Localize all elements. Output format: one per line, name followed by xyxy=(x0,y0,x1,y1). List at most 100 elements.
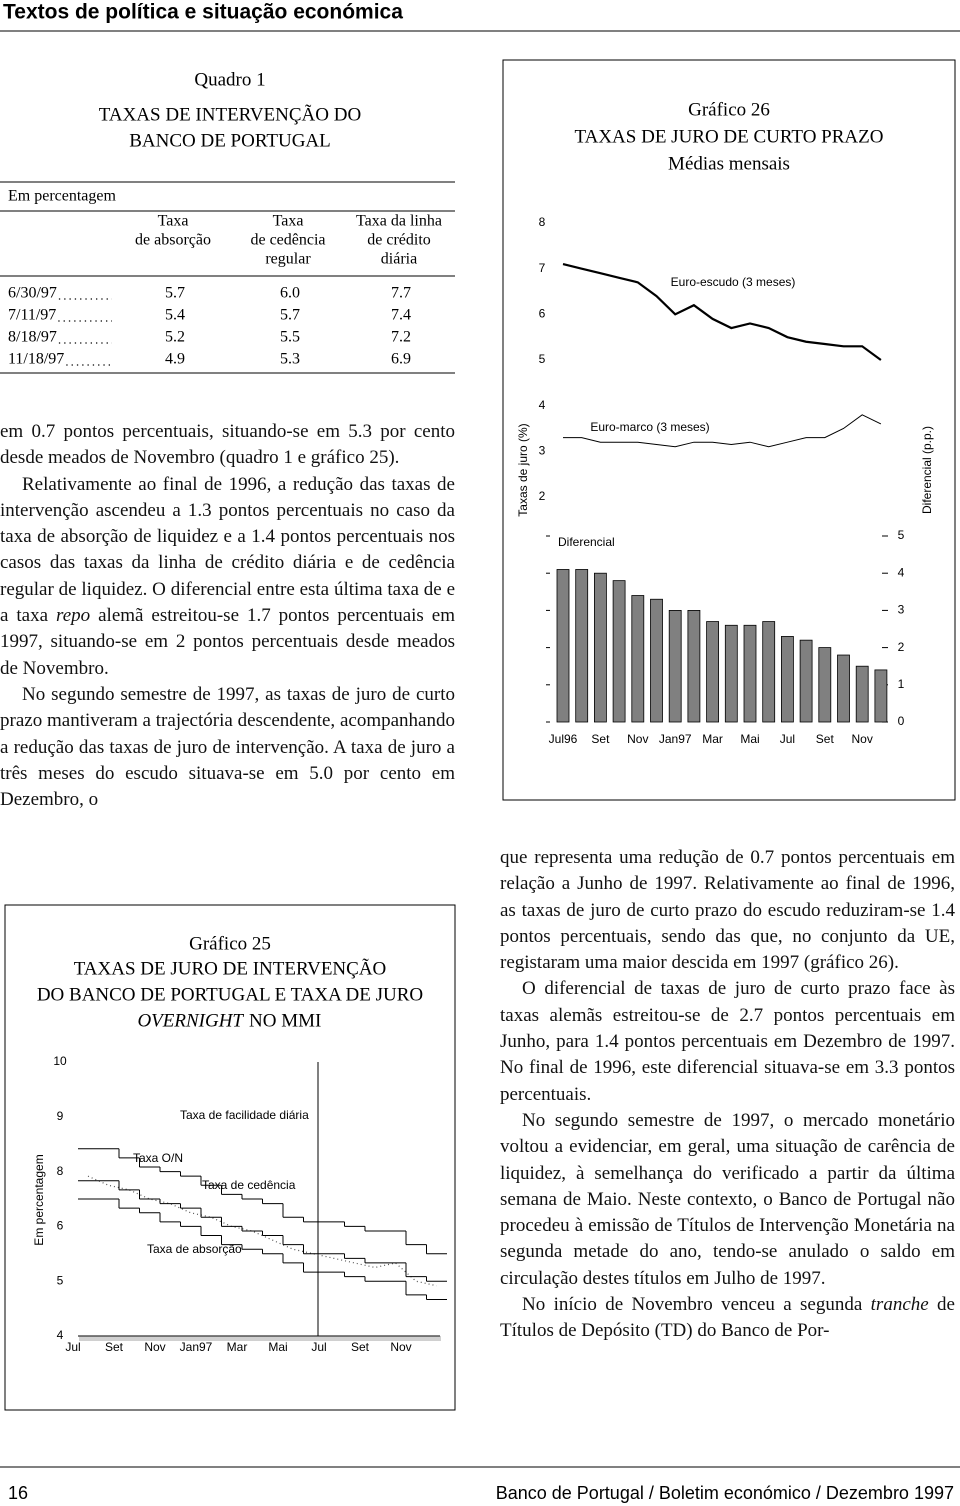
y-tick-label: 6 xyxy=(539,307,546,321)
table-cell: 5.2 xyxy=(165,329,185,346)
x-tick-label: Jul xyxy=(311,1340,326,1354)
x-tick-label: Set xyxy=(591,732,610,746)
y-axis-label: Taxas de juro (%) xyxy=(516,423,530,516)
table-cell: 4.9 xyxy=(165,351,185,368)
footer-source: Banco de Portugal / Boletim económico / … xyxy=(496,1483,954,1503)
y-tick-label: 7 xyxy=(539,261,546,275)
chart-title: DO BANCO DE PORTUGAL E TAXA DE JURO xyxy=(37,984,423,1005)
x-tick-label: Set xyxy=(351,1340,370,1354)
column-header: regular xyxy=(265,251,311,268)
series-label: Taxa de facilidade diária xyxy=(180,1108,309,1122)
bar xyxy=(612,580,626,723)
text: No início de Novembro venceu a segunda xyxy=(522,1294,871,1316)
table-title: BANCO DE PORTUGAL xyxy=(129,130,331,151)
table-label: Quadro 1 xyxy=(194,69,265,90)
text-column: que representa uma redução de 0.7 pontos… xyxy=(500,845,955,1345)
chart-label: Gráfico 25 xyxy=(189,933,271,954)
y-tick-label: 4 xyxy=(539,398,546,412)
chart-label: Gráfico 26 xyxy=(688,99,770,120)
italic-text: tranche xyxy=(870,1294,929,1316)
bar xyxy=(874,669,888,723)
paragraph: que representa uma redução de 0.7 pontos… xyxy=(500,845,955,976)
text: que representa uma redução de 0.7 pontos… xyxy=(500,847,955,974)
x-tick-label: Jul xyxy=(65,1340,80,1354)
paragraph: em 0.7 pontos percentuais, situando-se e… xyxy=(0,419,455,472)
x-tick-label: Set xyxy=(105,1340,124,1354)
bar xyxy=(668,610,682,723)
x-tick-label: Jul xyxy=(780,732,795,746)
x-tick-label: Nov xyxy=(852,732,873,746)
x-tick-label: Mar xyxy=(702,732,723,746)
bar xyxy=(575,569,589,723)
y-tick-label: 8 xyxy=(539,215,546,229)
y2-tick-label: 4 xyxy=(898,565,905,579)
table-cell: 5.7 xyxy=(165,285,185,302)
paragraph: No segundo semestre de 1997, o mercado m… xyxy=(500,1108,955,1292)
row-label: 7/11/97 xyxy=(8,307,56,324)
y-tick-label: 9 xyxy=(57,1109,64,1123)
column-header: de absorção xyxy=(135,232,211,249)
series-label: Taxa de cedência xyxy=(202,1178,296,1192)
text: No segundo semestre de 1997, o mercado m… xyxy=(500,1109,955,1289)
x-tick-label: Jan97 xyxy=(659,732,692,746)
table-cell: 7.7 xyxy=(391,285,411,302)
y-tick-label: 5 xyxy=(57,1273,64,1287)
table-cell: 7.2 xyxy=(391,329,411,346)
line xyxy=(562,263,882,361)
text-column: em 0.7 pontos percentuais, situando-se e… xyxy=(0,419,455,813)
bar xyxy=(781,636,794,723)
bar xyxy=(799,639,813,723)
bar xyxy=(743,624,757,723)
column-header: Taxa xyxy=(158,213,189,230)
chart-title-italic: OVERNIGHT xyxy=(137,1010,244,1031)
y-tick-label: 8 xyxy=(57,1164,64,1178)
bar xyxy=(762,621,776,723)
text: No segundo semestre de 1997, as taxas de… xyxy=(0,683,455,811)
y-axis-label: Em percentagem xyxy=(32,1154,46,1245)
table-title: TAXAS DE INTERVENÇÃO DO xyxy=(99,103,361,125)
column-header: de cedência xyxy=(250,232,325,249)
italic-text: repo xyxy=(56,605,91,627)
table-cell: 5.5 xyxy=(280,329,300,346)
y-tick-label: 10 xyxy=(53,1054,67,1068)
x-tick-label: Nov xyxy=(390,1340,411,1354)
chart-subtitle: Médias mensais xyxy=(668,153,790,174)
text: alemã estreitou-se 1.7 pontos percentuai… xyxy=(0,605,455,679)
y-tick-label: 5 xyxy=(539,352,546,366)
column-header: Taxa da linha xyxy=(356,213,442,230)
x-tick-label: Mai xyxy=(268,1340,287,1354)
y-tick-label: 3 xyxy=(539,444,546,458)
chart-title: NO MMI xyxy=(249,1010,321,1031)
table-cell: 5.4 xyxy=(165,307,185,324)
y2-tick-label: 2 xyxy=(898,640,905,654)
table-cell: 5.7 xyxy=(280,307,300,324)
x-tick-label: Jul96 xyxy=(549,732,578,746)
text: em 0.7 pontos percentuais, situando-se e… xyxy=(0,421,455,469)
x-tick-label: Nov xyxy=(627,732,648,746)
y-tick-label: 4 xyxy=(57,1328,64,1342)
series-label: Taxa de absorção xyxy=(147,1242,242,1256)
chart-title: TAXAS DE JURO DE CURTO PRAZO xyxy=(575,126,884,147)
x-tick-label: Mar xyxy=(227,1340,248,1354)
table-cell: 7.4 xyxy=(391,307,411,324)
bar xyxy=(556,569,570,723)
x-tick-label: Jan97 xyxy=(180,1340,213,1354)
y2-tick-label: 1 xyxy=(898,677,905,691)
paragraph: Relativamente ao final de 1996, a reduçã… xyxy=(0,472,455,682)
x-tick-label: Set xyxy=(816,732,835,746)
bar xyxy=(706,621,719,723)
y-tick-label: 6 xyxy=(57,1219,64,1233)
row-label: 11/18/97 xyxy=(8,351,64,368)
table-cell: 6.9 xyxy=(391,351,411,368)
paragraph: No início de Novembro venceu a segunda t… xyxy=(500,1292,955,1345)
y2-tick-label: 5 xyxy=(898,528,905,542)
running-head: Textos de política e situação económica xyxy=(3,1,403,24)
column-header: de crédito xyxy=(367,232,431,249)
bar xyxy=(855,665,869,723)
paragraph: O diferencial de taxas de juro de curto … xyxy=(500,976,955,1107)
y-tick-label: 2 xyxy=(539,489,546,503)
y2-tick-label: 0 xyxy=(898,714,905,728)
series-label: Taxa O/N xyxy=(133,1151,183,1165)
